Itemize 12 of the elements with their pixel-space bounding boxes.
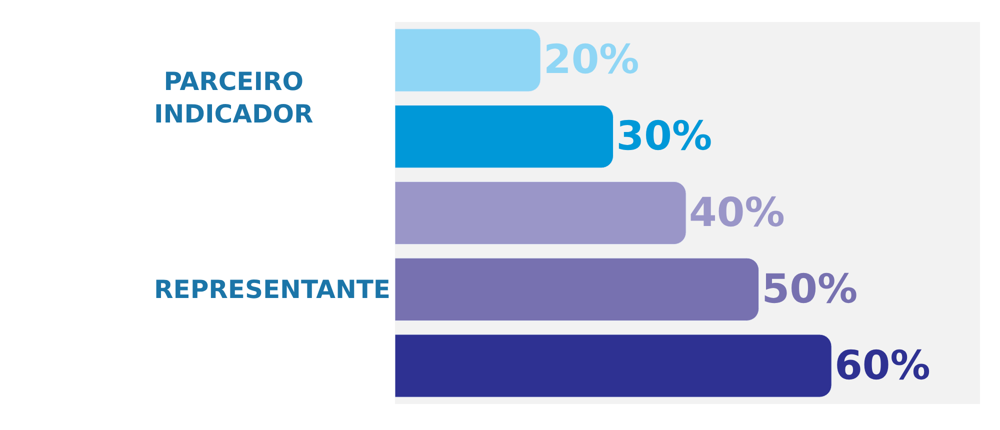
text: REPRESENTANTE [154, 275, 390, 304]
data-label: 20% [544, 37, 640, 84]
data-label: 60% [834, 342, 930, 389]
data-label: 50% [762, 266, 858, 312]
bar [395, 28, 541, 92]
data-label: 40% [689, 190, 785, 236]
bar [395, 258, 760, 321]
bar [395, 334, 832, 398]
data-label: 30% [616, 114, 712, 160]
text: PARCEIRO INDICADOR [154, 67, 314, 128]
bar [395, 105, 614, 168]
bar [395, 181, 686, 245]
